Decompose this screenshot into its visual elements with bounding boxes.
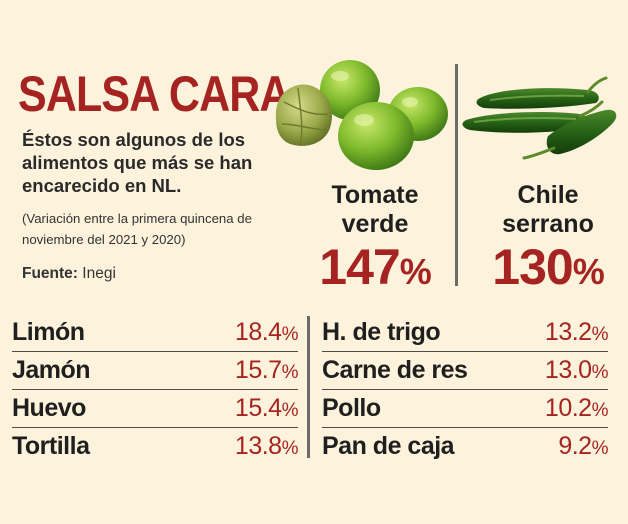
list-item: H. de trigo 13.2% xyxy=(322,314,609,352)
item-value: 9.2% xyxy=(558,432,608,460)
list-item: Huevo 15.4% xyxy=(12,390,299,428)
item-value: 15.7% xyxy=(234,356,299,384)
featured-percentage: 147% xyxy=(300,239,450,300)
list-item: Tortilla 13.8% xyxy=(12,428,299,465)
featured-name-line2: serrano xyxy=(502,210,594,238)
column-divider-bottom xyxy=(307,316,310,458)
price-list-left: Limón 18.4% Jamón 15.7% Huevo 15.4% Tortill… xyxy=(12,314,299,465)
item-name: Limón xyxy=(12,318,85,346)
item-value: 18.4% xyxy=(234,318,299,346)
chili-pepper-icon xyxy=(462,76,617,160)
featured-name-line1: Tomate xyxy=(331,181,419,209)
featured-name-line2: verde xyxy=(341,210,409,238)
item-name: H. de trigo xyxy=(322,318,441,346)
item-name: Jamón xyxy=(12,356,91,384)
list-item: Limón 18.4% xyxy=(12,314,299,352)
percent-sign: % xyxy=(399,251,432,292)
item-value: 13.0% xyxy=(544,356,609,384)
source-credit: Fuente: Inegi xyxy=(22,264,116,284)
item-name: Tortilla xyxy=(12,432,90,460)
item-name: Pan de caja xyxy=(322,432,455,460)
list-item: Jamón 15.7% xyxy=(12,352,299,390)
featured-value: 130 xyxy=(492,239,573,295)
list-item: Carne de res 13.0% xyxy=(322,352,609,390)
source-value: Inegi xyxy=(82,265,116,282)
list-item: Pan de caja 9.2% xyxy=(322,428,609,465)
percent-sign: % xyxy=(572,251,605,292)
featured-tomate-verde: Tomate verde 147% xyxy=(300,181,450,300)
tomatillo-icon xyxy=(275,60,448,170)
column-divider-top xyxy=(455,64,458,286)
item-value: 13.8% xyxy=(234,432,299,460)
subtitle: Éstos son algunos de los alimentos que m… xyxy=(22,129,253,196)
item-value: 13.2% xyxy=(544,318,609,346)
item-name: Carne de res xyxy=(322,356,468,384)
featured-value: 147 xyxy=(319,239,400,295)
featured-percentage: 130% xyxy=(468,239,628,300)
item-name: Pollo xyxy=(322,394,381,422)
featured-chile-serrano: Chile serrano 130% xyxy=(468,181,628,300)
featured-name-line1: Chile xyxy=(517,181,579,209)
date-range-note: (Variación entre la primera quincena de … xyxy=(22,211,252,247)
price-list-right: H. de trigo 13.2% Carne de res 13.0% Pollo… xyxy=(322,314,609,465)
item-name: Huevo xyxy=(12,394,86,422)
item-value: 15.4% xyxy=(234,394,299,422)
page-title: SALSA CARA xyxy=(18,66,291,122)
item-value: 10.2% xyxy=(544,394,609,422)
list-item: Pollo 10.2% xyxy=(322,390,609,428)
source-label: Fuente: xyxy=(22,265,78,282)
